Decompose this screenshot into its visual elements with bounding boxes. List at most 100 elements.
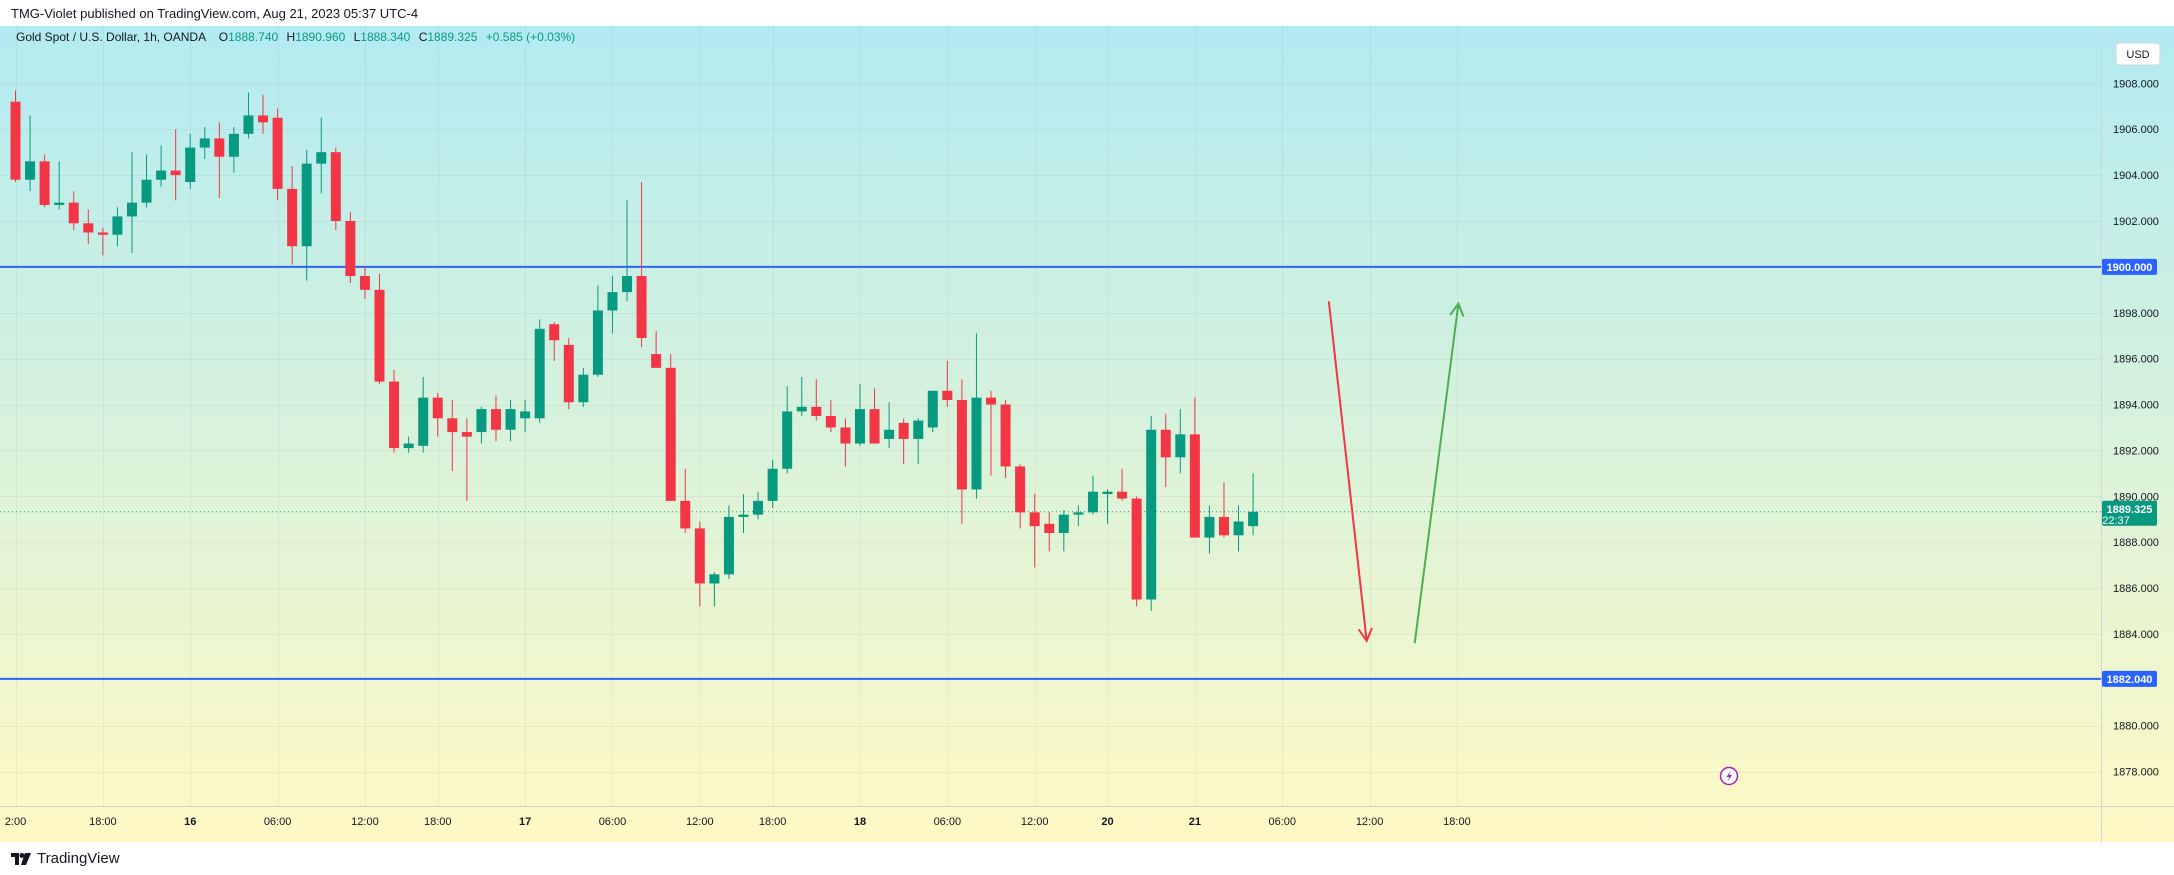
candle-body	[156, 170, 167, 180]
candle[interactable]	[1131, 496, 1142, 607]
candle[interactable]	[301, 149, 312, 281]
candle[interactable]	[476, 406, 487, 444]
candle-body	[447, 418, 458, 433]
candle[interactable]	[753, 491, 764, 520]
candle[interactable]	[287, 165, 298, 265]
time-axis[interactable]: 2:00 18:00 16 06:00 12:00 18:00 17 06:00 12:00 18…	[5, 816, 1471, 828]
candles[interactable]	[10, 90, 1259, 611]
candle[interactable]	[330, 147, 341, 231]
candle[interactable]	[1073, 505, 1084, 527]
candle[interactable]	[1117, 468, 1128, 501]
candle[interactable]	[1029, 494, 1040, 568]
candle[interactable]	[723, 505, 734, 579]
candle[interactable]	[112, 207, 123, 247]
candle[interactable]	[258, 94, 269, 134]
candle[interactable]	[490, 395, 501, 442]
candle[interactable]	[796, 377, 807, 416]
candle[interactable]	[782, 386, 793, 474]
candle[interactable]	[418, 377, 429, 453]
candle[interactable]	[243, 92, 254, 139]
candle[interactable]	[54, 161, 65, 210]
candle[interactable]	[389, 370, 400, 453]
candle[interactable]	[869, 388, 880, 444]
down-arrow[interactable]	[1327, 301, 1373, 643]
candle[interactable]	[811, 379, 822, 421]
candle[interactable]	[665, 354, 676, 501]
candle[interactable]	[622, 200, 633, 302]
candle[interactable]	[563, 338, 574, 410]
candle[interactable]	[10, 90, 21, 182]
candle[interactable]	[971, 333, 982, 499]
candle[interactable]	[942, 360, 953, 407]
candle[interactable]	[534, 319, 545, 423]
candle[interactable]	[1160, 413, 1171, 488]
candle[interactable]	[126, 152, 137, 254]
candle[interactable]	[854, 383, 865, 446]
candle[interactable]	[636, 182, 647, 348]
candle[interactable]	[68, 191, 79, 231]
candle[interactable]	[913, 418, 924, 465]
candle[interactable]	[1146, 416, 1157, 611]
candle[interactable]	[97, 227, 108, 256]
candle[interactable]	[1233, 505, 1244, 552]
candle[interactable]	[199, 126, 210, 160]
price-axis[interactable]: 1908.000 1906.000 1904.000 1902.000 1898.000…	[2113, 78, 2159, 778]
candle[interactable]	[1248, 473, 1259, 536]
candle[interactable]	[738, 494, 749, 533]
candle[interactable]	[170, 129, 181, 201]
candle[interactable]	[767, 459, 778, 508]
candle[interactable]	[1175, 409, 1186, 474]
candle[interactable]	[447, 399, 458, 472]
candle[interactable]	[592, 285, 603, 377]
candle[interactable]	[825, 399, 836, 433]
candle[interactable]	[898, 418, 909, 465]
candle[interactable]	[141, 154, 152, 208]
candle[interactable]	[927, 390, 938, 433]
candle[interactable]	[214, 122, 225, 199]
candle[interactable]	[884, 402, 895, 449]
candle[interactable]	[83, 209, 94, 244]
candle[interactable]	[228, 126, 239, 173]
candle[interactable]	[25, 115, 36, 192]
candle[interactable]	[578, 367, 589, 407]
candle[interactable]	[709, 572, 720, 607]
price-chart[interactable]: 2:00 18:00 16 06:00 12:00 18:00 17 06:00 12:00 18…	[0, 26, 2174, 842]
candle-body	[476, 409, 487, 433]
candle[interactable]	[680, 468, 691, 533]
candle[interactable]	[432, 393, 443, 437]
candle[interactable]	[505, 399, 516, 442]
candle[interactable]	[272, 108, 283, 201]
tradingview-logo[interactable]: TradingView	[11, 850, 120, 867]
candle[interactable]	[607, 276, 618, 334]
candle[interactable]	[840, 418, 851, 467]
candle[interactable]	[345, 211, 356, 283]
candle[interactable]	[1087, 475, 1098, 515]
candle[interactable]	[461, 418, 472, 501]
up-arrow[interactable]	[1413, 301, 1465, 644]
candle[interactable]	[1058, 510, 1069, 552]
candle[interactable]	[156, 145, 167, 187]
candle[interactable]	[986, 390, 997, 476]
candle[interactable]	[403, 436, 414, 453]
candle[interactable]	[316, 117, 327, 194]
candle[interactable]	[1044, 512, 1055, 552]
candle[interactable]	[1189, 397, 1200, 538]
candle[interactable]	[520, 399, 531, 433]
candle[interactable]	[39, 154, 50, 208]
currency-button[interactable]: USD	[2115, 42, 2161, 66]
candle[interactable]	[359, 266, 370, 299]
candle[interactable]	[1015, 464, 1026, 529]
candle-body	[199, 138, 210, 148]
candle[interactable]	[956, 379, 967, 524]
candle[interactable]	[1000, 399, 1011, 478]
candle[interactable]	[694, 521, 705, 607]
candle[interactable]	[1204, 505, 1215, 554]
candle[interactable]	[549, 321, 560, 361]
candle[interactable]	[651, 331, 662, 368]
lightning-icon[interactable]	[1719, 766, 1739, 786]
candle[interactable]	[1102, 489, 1113, 524]
candle[interactable]	[1218, 482, 1229, 538]
candle[interactable]	[374, 273, 385, 384]
candle[interactable]	[185, 133, 196, 189]
arrow-annotations[interactable]	[1327, 301, 1465, 644]
